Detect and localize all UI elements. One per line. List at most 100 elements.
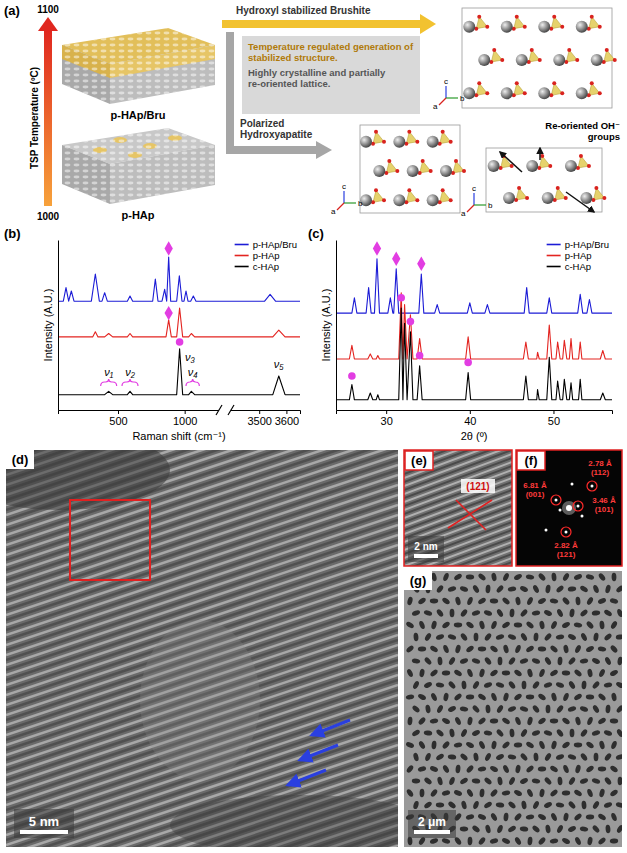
x-tick-mark bbox=[259, 410, 260, 414]
pore bbox=[490, 598, 499, 604]
pore bbox=[477, 597, 487, 606]
spectrum-line bbox=[336, 308, 612, 400]
legend-label: p-HAp bbox=[253, 250, 280, 261]
pore bbox=[468, 837, 473, 845]
pore bbox=[533, 633, 539, 642]
unit-cell bbox=[486, 148, 602, 212]
pore bbox=[495, 634, 504, 641]
band-bracket bbox=[101, 379, 117, 386]
pore bbox=[615, 802, 622, 809]
zoom-box bbox=[70, 500, 150, 580]
calcium bbox=[516, 54, 528, 66]
x-tick-mark bbox=[386, 410, 387, 414]
pore bbox=[568, 586, 577, 592]
legend: p-HAp/Brup-HApc-HAp bbox=[235, 239, 297, 272]
legend-swatch bbox=[547, 244, 561, 246]
pore bbox=[543, 801, 553, 809]
pore bbox=[429, 765, 439, 773]
pore bbox=[424, 632, 433, 642]
pore bbox=[406, 788, 415, 798]
pore bbox=[615, 681, 622, 689]
pore bbox=[567, 633, 577, 641]
plane-label: (101) bbox=[595, 505, 614, 514]
pore bbox=[579, 608, 588, 617]
pore bbox=[441, 790, 450, 797]
pore bbox=[585, 765, 595, 774]
oxygen bbox=[415, 140, 419, 144]
pore bbox=[460, 608, 469, 618]
phase-marker bbox=[416, 352, 424, 360]
phase-marker bbox=[392, 251, 400, 265]
y-axis bbox=[336, 241, 337, 411]
oxygen bbox=[594, 186, 598, 190]
oxygen bbox=[540, 154, 544, 158]
pore bbox=[556, 824, 564, 834]
axis-a bbox=[467, 205, 474, 212]
pore bbox=[450, 609, 455, 617]
y-axis bbox=[58, 241, 59, 411]
panel-letter: (g) bbox=[410, 573, 427, 588]
oxygen bbox=[602, 196, 606, 200]
pore bbox=[507, 586, 516, 592]
y-axis-line bbox=[336, 241, 337, 411]
pore bbox=[543, 609, 553, 617]
pore bbox=[605, 825, 611, 834]
oxygen bbox=[441, 188, 445, 192]
pore bbox=[413, 752, 420, 761]
pore bbox=[591, 680, 600, 689]
pore bbox=[519, 585, 529, 593]
axis-break bbox=[216, 405, 222, 415]
pore bbox=[442, 644, 449, 654]
arrow-label: Hydroxyl stabilized Brushite bbox=[236, 5, 371, 16]
pore bbox=[531, 824, 540, 833]
pore bbox=[495, 682, 504, 689]
oxygen bbox=[515, 15, 519, 19]
pore bbox=[465, 764, 474, 773]
pore bbox=[562, 572, 570, 582]
d-spacing: 2.82 Å bbox=[554, 541, 578, 550]
fft-image: 6.81 Å(001)2.78 Å(112)3.46 Å(101)2.82 Å(… bbox=[516, 450, 622, 566]
plot-area bbox=[58, 241, 300, 394]
pore bbox=[597, 597, 607, 605]
pore bbox=[509, 729, 515, 738]
pore bbox=[496, 802, 505, 808]
pore bbox=[549, 669, 559, 678]
pore bbox=[423, 681, 433, 689]
pore bbox=[549, 838, 558, 844]
pore bbox=[466, 788, 474, 798]
pore bbox=[550, 620, 558, 630]
pore bbox=[575, 597, 581, 606]
pore bbox=[587, 668, 593, 677]
pore bbox=[525, 574, 534, 580]
crystal-structure bbox=[360, 125, 466, 213]
phase-marker bbox=[348, 372, 356, 380]
pore bbox=[447, 586, 456, 593]
pore bbox=[609, 765, 619, 774]
pore bbox=[544, 752, 553, 762]
calcium bbox=[503, 192, 515, 204]
pore bbox=[573, 622, 582, 628]
oxygen bbox=[605, 48, 609, 52]
pore bbox=[513, 669, 523, 678]
pore bbox=[455, 765, 461, 774]
panel-letter: (e) bbox=[411, 453, 427, 468]
pore bbox=[597, 692, 606, 701]
sample-slab bbox=[62, 128, 215, 204]
pore bbox=[543, 682, 552, 689]
spot-ring bbox=[551, 495, 561, 505]
sem-image bbox=[404, 571, 622, 847]
oxygen bbox=[477, 81, 481, 85]
oxygen bbox=[515, 81, 519, 85]
oxygen bbox=[587, 164, 591, 168]
oxygen bbox=[382, 140, 386, 144]
oxygen bbox=[485, 91, 489, 95]
pore bbox=[418, 620, 425, 630]
pore bbox=[586, 694, 595, 700]
x-axis-title: 2θ (º) bbox=[461, 430, 488, 442]
pore bbox=[539, 788, 545, 797]
d-spacing: 6.81 Å bbox=[523, 481, 547, 490]
pore bbox=[604, 776, 613, 786]
spot-ring bbox=[587, 481, 597, 491]
letter-patch bbox=[404, 571, 432, 590]
calcium bbox=[538, 87, 550, 99]
